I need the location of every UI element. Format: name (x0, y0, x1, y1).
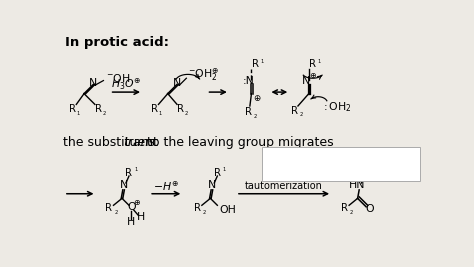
Text: N: N (119, 180, 128, 190)
Text: $\oplus$: $\oplus$ (133, 198, 141, 207)
Text: $^{2}$: $^{2}$ (253, 113, 258, 119)
Text: $^{1}$: $^{1}$ (158, 110, 164, 116)
Text: R: R (361, 168, 368, 178)
Text: N: N (208, 180, 216, 190)
Text: $^{-}$OH: $^{-}$OH (106, 72, 130, 84)
Text: $^{-}$OH$_2^{\oplus}$: $^{-}$OH$_2^{\oplus}$ (188, 66, 219, 83)
Text: tautomerization: tautomerization (245, 181, 323, 191)
Text: trans: trans (123, 136, 155, 149)
Text: $:$OH$_2$: $:$OH$_2$ (321, 101, 352, 114)
Text: O: O (127, 202, 136, 212)
Text: $^{2}$: $^{2}$ (202, 209, 207, 215)
Text: R: R (341, 203, 348, 213)
Text: $^{2}$: $^{2}$ (299, 111, 303, 117)
Text: H: H (127, 217, 136, 227)
Text: $^{1}$: $^{1}$ (260, 58, 265, 64)
Text: $^{1}$: $^{1}$ (76, 110, 81, 116)
Text: $H_3O^{\oplus}$: $H_3O^{\oplus}$ (111, 77, 141, 92)
Text: chemistry-reaction.com: chemistry-reaction.com (269, 151, 414, 161)
FancyBboxPatch shape (262, 147, 420, 181)
Text: the substituent: the substituent (63, 136, 162, 149)
Text: $^{1}$: $^{1}$ (134, 166, 138, 172)
Text: R: R (105, 203, 112, 213)
Text: H: H (137, 212, 145, 222)
Text: $^{2}$: $^{2}$ (184, 110, 189, 116)
Text: $\oplus$: $\oplus$ (254, 93, 262, 103)
Text: R: R (245, 107, 252, 117)
Text: In protic acid:: In protic acid: (65, 36, 169, 49)
Text: R: R (126, 168, 133, 178)
Text: R: R (252, 59, 259, 69)
Text: R: R (214, 168, 221, 178)
Text: N: N (302, 76, 310, 86)
Text: $^{2}$: $^{2}$ (102, 110, 107, 116)
Text: O: O (366, 204, 374, 214)
Text: R: R (69, 104, 76, 114)
Text: TEXTBOOK: TEXTBOOK (322, 171, 360, 176)
Text: BETTER THAN: BETTER THAN (317, 163, 365, 168)
Text: R: R (291, 105, 298, 116)
Text: R: R (151, 104, 158, 114)
Text: $^{2}$: $^{2}$ (113, 209, 118, 215)
Text: $^{1}$: $^{1}$ (317, 58, 322, 64)
Text: $^{2}$: $^{2}$ (349, 209, 354, 215)
Text: to the leaving group migrates: to the leaving group migrates (143, 136, 334, 149)
Text: $-H^{\oplus}$: $-H^{\oplus}$ (153, 179, 179, 193)
Text: R: R (177, 104, 183, 114)
Text: $^{1}$: $^{1}$ (222, 166, 227, 172)
Text: R: R (309, 59, 316, 69)
Text: OH: OH (219, 205, 236, 215)
Text: N: N (173, 78, 181, 88)
Text: R: R (194, 203, 201, 213)
Text: HN: HN (349, 180, 366, 190)
Text: R: R (94, 104, 101, 114)
Text: $\oplus$: $\oplus$ (310, 71, 318, 80)
Text: N: N (89, 78, 98, 88)
Text: $^{1}$: $^{1}$ (369, 166, 374, 172)
Text: :N: :N (243, 76, 255, 86)
